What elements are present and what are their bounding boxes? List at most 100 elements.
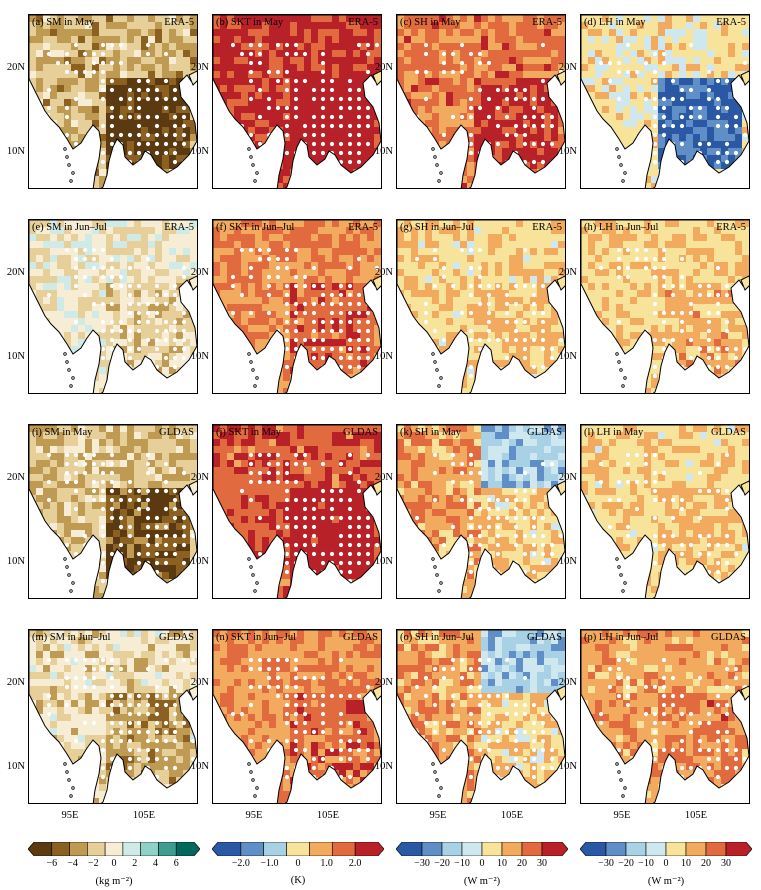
map-field	[581, 15, 749, 188]
panel-label: (o) SH in Jun–Jul	[400, 632, 474, 643]
colorbar-tick-label: 0	[111, 858, 117, 869]
colorbar-ticks: −2.0 −1.0 0 1.0 2.0	[218, 858, 378, 870]
lat-tick-label: 10N	[374, 351, 393, 362]
colorbar-tick-label: 20	[517, 858, 527, 869]
lat-tick-label: 20N	[558, 62, 577, 73]
map-panel: (p) LH in Jun–Jul GLDAS	[580, 629, 750, 804]
lat-tick-label: 10N	[6, 146, 25, 157]
panel-source: ERA-5	[716, 222, 746, 233]
map-field	[213, 220, 381, 393]
panel-source: ERA-5	[716, 17, 746, 28]
colorbar-tick-label: −2.0	[231, 858, 250, 869]
panel-source: GLDAS	[342, 427, 378, 438]
colorbar-unit: (K)	[290, 875, 306, 886]
map-panel: (e) SM in Jun–Jul ERA-5	[28, 219, 198, 394]
lon-tick-label: 105E	[500, 810, 524, 821]
colorbar-tick-label: −10	[454, 858, 470, 869]
map-field	[213, 425, 381, 598]
lat-tick-label: 20N	[6, 472, 25, 483]
map-field	[29, 425, 197, 598]
map-panel: (i) SM in May GLDAS	[28, 424, 198, 599]
panel-source: GLDAS	[710, 427, 746, 438]
lat-tick-label: 10N	[190, 556, 209, 567]
colorbar-tick-label: 2.0	[348, 858, 362, 869]
lat-tick-label: 20N	[190, 267, 209, 278]
colorbar-tick-label: 10	[681, 858, 691, 869]
colorbar-tick-label: −6	[46, 858, 58, 869]
colorbar-tick-label: −20	[618, 858, 634, 869]
lat-tick-label: 10N	[374, 556, 393, 567]
lat-tick-label: 20N	[190, 677, 209, 688]
lon-tick-label: 105E	[684, 810, 708, 821]
lon-tick-label: 105E	[132, 810, 156, 821]
panel-source: GLDAS	[526, 632, 562, 643]
lat-tick-label: 20N	[558, 267, 577, 278]
panel-label: (m) SM in Jun–Jul	[32, 632, 111, 643]
panel-label: (k) SH in May	[400, 427, 461, 438]
map-panel: (d) LH in May ERA-5	[580, 14, 750, 189]
panel-source: GLDAS	[158, 632, 194, 643]
panel-source: GLDAS	[526, 427, 562, 438]
lat-tick-label: 10N	[558, 761, 577, 772]
colorbar-tick-label: −30	[414, 858, 430, 869]
colorbar-ticks: −6 −4 −2 0 2 4 6	[34, 858, 194, 870]
lat-tick-label: 20N	[6, 62, 25, 73]
map-field	[397, 220, 565, 393]
panel-label: (i) SM in May	[32, 427, 93, 438]
panel-label: (e) SM in Jun–Jul	[32, 222, 107, 233]
map-field	[581, 425, 749, 598]
panel-label: (j) SKT in May	[216, 427, 281, 438]
colorbar-tick-label: −2	[87, 858, 99, 869]
lat-tick-label: 10N	[6, 761, 25, 772]
lat-tick-label: 10N	[558, 556, 577, 567]
lat-tick-label: 10N	[558, 146, 577, 157]
map-field	[29, 15, 197, 188]
lat-tick-label: 20N	[374, 472, 393, 483]
lat-tick-label: 20N	[374, 62, 393, 73]
map-field	[397, 15, 565, 188]
colorbar-tick-label: 0	[295, 858, 301, 869]
panel-source: ERA-5	[164, 17, 194, 28]
lat-tick-label: 10N	[190, 761, 209, 772]
colorbar-ticks: −30 −20 −10 0 10 20 30	[586, 858, 746, 870]
panel-label: (g) SH in Jun–Jul	[400, 222, 474, 233]
lat-tick-label: 10N	[190, 146, 209, 157]
colorbar-tick-label: 2	[132, 858, 138, 869]
lon-tick-label: 95E	[429, 810, 447, 821]
lon-tick-label: 95E	[245, 810, 263, 821]
lat-tick-label: 10N	[374, 761, 393, 772]
colorbar-tick-label: 4	[152, 858, 158, 869]
panel-source: ERA-5	[532, 222, 562, 233]
panel-source: GLDAS	[342, 632, 378, 643]
map-panel: (n) SKT in Jun–Jul GLDAS	[212, 629, 382, 804]
lat-tick-label: 10N	[558, 351, 577, 362]
colorbar-tick-label: −30	[598, 858, 614, 869]
panel-label: (b) SKT in May	[216, 17, 284, 28]
panel-source: GLDAS	[710, 632, 746, 643]
lon-tick-label: 95E	[61, 810, 79, 821]
map-field	[29, 630, 197, 803]
panel-label: (h) LH in Jun–Jul	[584, 222, 659, 233]
map-panel: (h) LH in Jun–Jul ERA-5	[580, 219, 750, 394]
colorbar-tick-label: −4	[67, 858, 78, 869]
map-field	[213, 630, 381, 803]
map-field	[397, 630, 565, 803]
lat-tick-label: 10N	[6, 351, 25, 362]
colorbar	[580, 842, 752, 856]
lat-tick-label: 20N	[558, 472, 577, 483]
panel-label: (a) SM in May	[32, 17, 95, 28]
map-panel: (c) SH in May ERA-5	[396, 14, 566, 189]
lon-tick-label: 95E	[613, 810, 631, 821]
colorbar-tick-label: 6	[173, 858, 179, 869]
map-panel: (o) SH in Jun–Jul GLDAS	[396, 629, 566, 804]
colorbar	[212, 842, 384, 856]
colorbar-tick-label: −1.0	[260, 858, 279, 869]
map-field	[581, 220, 749, 393]
map-panel: (l) LH in May GLDAS	[580, 424, 750, 599]
colorbar-unit: (kg m⁻²)	[95, 876, 133, 887]
panel-source: ERA-5	[532, 17, 562, 28]
map-panel: (f) SKT in Jun–Jul ERA-5	[212, 219, 382, 394]
panel-label: (c) SH in May	[400, 17, 461, 28]
colorbar-tick-label: 1.0	[320, 858, 333, 869]
map-panel: (a) SM in May ERA-5	[28, 14, 198, 189]
